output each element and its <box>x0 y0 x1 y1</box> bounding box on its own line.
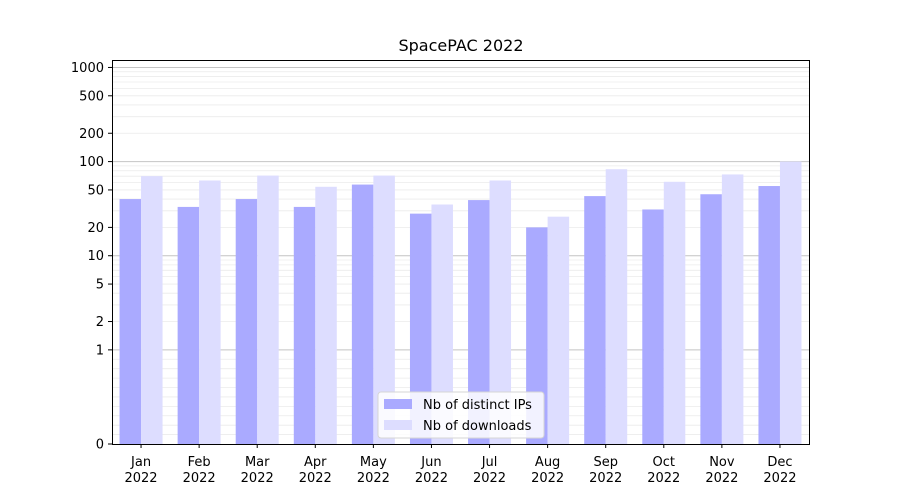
y-axis: 0 1 2 5 10 20 50 100 200 500 1000 <box>71 61 112 453</box>
bar-downloads <box>431 204 453 444</box>
x-tick-label: Oct <box>653 455 675 470</box>
y-tick-label: 5 <box>96 278 104 293</box>
bar-downloads <box>779 161 802 444</box>
bars <box>119 161 802 445</box>
bar-distinct-ips <box>642 209 664 444</box>
bar-distinct-ips <box>293 206 316 444</box>
bar-distinct-ips <box>351 184 374 445</box>
bar-distinct-ips <box>526 227 548 444</box>
bar-downloads <box>489 180 512 444</box>
x-tick-label: Dec <box>767 455 792 470</box>
bar-distinct-ips <box>584 196 606 444</box>
y-tick-label: 0 <box>96 438 104 453</box>
y-tick-label: 500 <box>79 89 104 104</box>
bar-distinct-ips <box>700 194 722 444</box>
x-tick-label: Feb <box>188 455 211 470</box>
bar-downloads <box>373 175 395 444</box>
bar-downloads <box>257 175 279 444</box>
bar-distinct-ips <box>177 206 200 444</box>
x-tick-label: 2022 <box>415 471 448 486</box>
x-tick-label: Mar <box>245 455 270 470</box>
x-tick-label: 2022 <box>241 471 274 486</box>
y-tick-label: 2 <box>96 315 104 330</box>
bar-downloads <box>663 181 686 444</box>
legend-label: Nb of downloads <box>423 419 532 434</box>
x-tick-label: May <box>360 455 387 470</box>
legend-swatch <box>384 420 412 430</box>
plot-frame <box>112 60 810 445</box>
legend-label: Nb of distinct IPs <box>423 398 532 413</box>
x-tick-label: Nov <box>709 455 735 470</box>
x-tick-label: 2022 <box>357 471 390 486</box>
bar-downloads <box>141 176 163 445</box>
y-tick-label: 20 <box>87 221 104 236</box>
y-tick-label: 100 <box>79 155 104 170</box>
y-tick-label: 1 <box>96 343 104 358</box>
x-tick-label: 2022 <box>531 471 564 486</box>
x-tick-label: Aug <box>535 455 560 470</box>
legend-swatch <box>384 399 412 409</box>
x-tick-label: 2022 <box>124 471 157 486</box>
y-tick-label: 50 <box>87 183 104 198</box>
x-tick-label: 2022 <box>589 471 622 486</box>
x-tick-label: 2022 <box>183 471 216 486</box>
bar-distinct-ips <box>758 186 780 444</box>
bar-distinct-ips <box>468 200 490 444</box>
x-tick-label: Jun <box>420 455 441 470</box>
bar-downloads <box>315 186 337 444</box>
chart-title: SpacePAC 2022 <box>398 36 523 55</box>
x-tick-label: 2022 <box>299 471 332 486</box>
legend-box <box>377 391 545 439</box>
y-tick-label: 200 <box>79 127 104 142</box>
x-tick-label: 2022 <box>647 471 680 486</box>
legend: Nb of distinct IPs Nb of downloads <box>377 391 545 439</box>
x-tick-label: Sep <box>593 455 618 470</box>
x-tick-label: Jan <box>130 455 151 470</box>
x-tick-label: 2022 <box>763 471 796 486</box>
x-tick-label: 2022 <box>473 471 506 486</box>
bar-downloads <box>199 180 221 444</box>
bar-distinct-ips <box>119 199 142 444</box>
grid <box>112 66 809 435</box>
bar-downloads <box>721 174 744 444</box>
x-axis: Jan2022Feb2022Mar2022Apr2022May2022Jun20… <box>124 444 797 486</box>
y-tick-label: 10 <box>87 249 104 264</box>
bar-downloads <box>605 169 628 444</box>
bar-distinct-ips <box>235 199 258 444</box>
bar-downloads <box>547 216 570 444</box>
bar-distinct-ips <box>409 213 432 444</box>
x-tick-label: Jul <box>481 455 498 470</box>
x-tick-label: Apr <box>304 455 327 470</box>
x-tick-label: 2022 <box>705 471 738 486</box>
y-tick-label: 1000 <box>71 61 104 76</box>
